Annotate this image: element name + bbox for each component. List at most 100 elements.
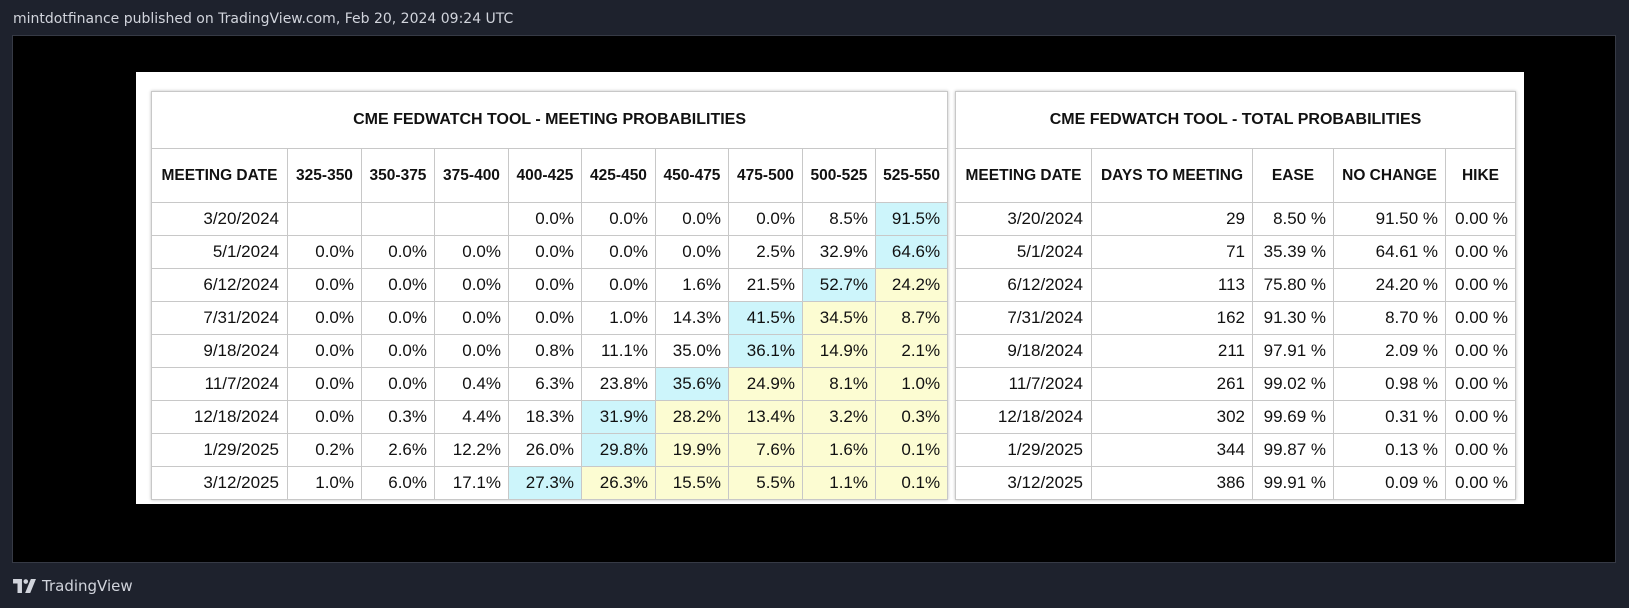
probability-cell: 14.3% [655,301,729,335]
table-row: 7/31/2024 162 91.30 % 8.70 % 0.00 % [955,301,1517,335]
ease-cell: 97.91 % [1252,334,1334,368]
probability-cell: 1.6% [655,268,729,302]
hike-cell: 0.00 % [1444,466,1517,500]
probability-cell: 8.1% [802,367,876,401]
probability-cell: 0.0% [287,367,362,401]
table-row: 3/12/2025 1.0% 6.0% 17.1% 27.3% 26.3% 15.5% 5.5… [151,466,949,500]
hike-cell: 0.00 % [1444,268,1517,302]
meeting-date-cell: 3/12/2025 [955,466,1092,500]
table-row: 11/7/2024 0.0% 0.0% 0.4% 6.3% 23.8% 35.6% 24.9%… [151,367,949,401]
table-row: 3/20/2024 29 8.50 % 91.50 % 0.00 % [955,202,1517,236]
probability-cell: 0.0% [434,334,509,368]
meeting-table-title: CME FEDWATCH TOOL - MEETING PROBABILITIE… [150,91,949,149]
days-to-meeting-cell: 386 [1091,466,1253,500]
probability-cell: 14.9% [802,334,876,368]
probability-cell: 26.3% [581,466,656,500]
hike-cell: 0.00 % [1444,202,1517,236]
probability-cell: 8.7% [874,301,949,335]
column-header: DAYS TO MEETING [1091,148,1253,203]
ease-cell: 75.80 % [1252,268,1334,302]
tradingview-brand[interactable]: TradingView [13,577,133,595]
probability-cell: 6.0% [361,466,435,500]
probability-cell: 11.1% [581,334,656,368]
chart-canvas: CME FEDWATCH TOOL - MEETING PROBABILITIE… [12,35,1616,563]
no-change-cell: 91.50 % [1333,202,1446,236]
probability-cell: 0.0% [581,202,656,236]
table-row: 12/18/2024 0.0% 0.3% 4.4% 18.3% 31.9% 28.2% 13.… [151,400,949,434]
column-header: MEETING DATE [955,148,1092,203]
tradingview-brand-label: TradingView [42,577,133,595]
probability-cell: 0.1% [874,466,949,500]
meeting-probabilities-table: CME FEDWATCH TOOL - MEETING PROBABILITIE… [150,91,949,500]
ease-cell: 99.87 % [1252,433,1334,467]
table-row: 1/29/2025 344 99.87 % 0.13 % 0.00 % [955,433,1517,467]
table-row: 6/12/2024 0.0% 0.0% 0.0% 0.0% 0.0% 1.6% 21.5% 52… [151,268,949,302]
table-row: 1/29/2025 0.2% 2.6% 12.2% 26.0% 29.8% 19.9% 7.6… [151,433,949,467]
probability-cell: 0.0% [434,268,509,302]
probability-cell: 0.0% [287,268,362,302]
probability-cell: 12.2% [434,433,509,467]
hike-cell: 0.00 % [1444,400,1517,434]
probability-cell: 91.5% [874,202,949,236]
probability-cell: 2.5% [728,235,803,269]
probability-cell: 0.0% [508,202,582,236]
days-to-meeting-cell: 71 [1091,235,1253,269]
column-header: 450-475 [655,148,729,203]
meeting-date-cell: 5/1/2024 [151,235,288,269]
probability-cell: 5.5% [728,466,803,500]
probability-cell: 0.0% [434,235,509,269]
column-header: EASE [1252,148,1334,203]
table-row: 11/7/2024 261 99.02 % 0.98 % 0.00 % [955,367,1517,401]
column-header: HIKE [1444,148,1517,203]
probability-cell: 28.2% [655,400,729,434]
probability-cell: 15.5% [655,466,729,500]
column-header: 350-375 [361,148,435,203]
probability-cell: 1.0% [581,301,656,335]
no-change-cell: 0.98 % [1333,367,1446,401]
meeting-date-cell: 9/18/2024 [955,334,1092,368]
probability-cell: 0.0% [508,268,582,302]
tradingview-logo-icon [13,579,36,593]
ease-cell: 99.02 % [1252,367,1334,401]
publish-info: mintdotfinance published on TradingView.… [13,11,514,27]
probability-cell: 1.0% [874,367,949,401]
probability-cell: 0.3% [361,400,435,434]
ease-cell: 35.39 % [1252,235,1334,269]
table-row: 9/18/2024 0.0% 0.0% 0.0% 0.8% 11.1% 35.0% 36.1%… [151,334,949,368]
probability-cell: 0.0% [581,235,656,269]
meeting-date-cell: 12/18/2024 [955,400,1092,434]
probability-cell: 8.5% [802,202,876,236]
ease-cell: 99.91 % [1252,466,1334,500]
meeting-date-cell: 7/31/2024 [955,301,1092,335]
meeting-date-cell: 11/7/2024 [955,367,1092,401]
meeting-date-cell: 3/20/2024 [955,202,1092,236]
probability-cell: 13.4% [728,400,803,434]
days-to-meeting-cell: 344 [1091,433,1253,467]
days-to-meeting-cell: 113 [1091,268,1253,302]
probability-cell: 27.3% [508,466,582,500]
ease-cell: 99.69 % [1252,400,1334,434]
meeting-date-cell: 5/1/2024 [955,235,1092,269]
probability-cell: 0.0% [434,301,509,335]
probability-cell: 0.0% [361,367,435,401]
meeting-date-cell: 6/12/2024 [151,268,288,302]
probability-cell: 0.0% [361,268,435,302]
total-table-title: CME FEDWATCH TOOL - TOTAL PROBABILITIES [954,91,1517,149]
probability-cell: 17.1% [434,466,509,500]
probability-cell: 1.1% [802,466,876,500]
probability-cell: 21.5% [728,268,803,302]
probability-cell [434,202,509,236]
probability-cell: 7.6% [728,433,803,467]
meeting-date-cell: 7/31/2024 [151,301,288,335]
probability-cell: 0.4% [434,367,509,401]
column-header: 375-400 [434,148,509,203]
column-header: 525-550 [874,148,949,203]
probability-cell: 2.1% [874,334,949,368]
probability-cell: 6.3% [508,367,582,401]
probability-cell: 0.0% [287,334,362,368]
column-header: 325-350 [287,148,362,203]
probability-cell: 34.5% [802,301,876,335]
table-row: 7/31/2024 0.0% 0.0% 0.0% 0.0% 1.0% 14.3% 41.5% 3… [151,301,949,335]
probability-cell: 41.5% [728,301,803,335]
probability-cell: 36.1% [728,334,803,368]
